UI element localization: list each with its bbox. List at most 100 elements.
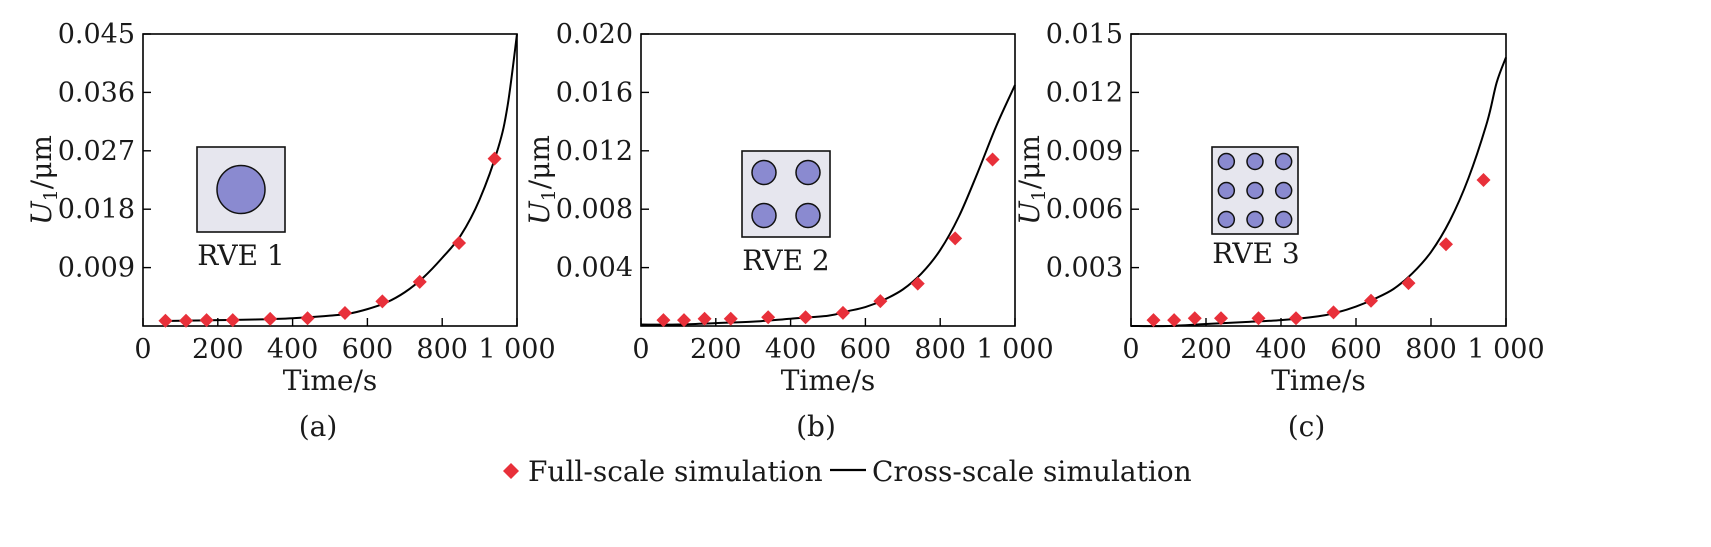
inclusion-circle (216, 164, 266, 215)
x-axis-title: Time/s (283, 364, 378, 397)
y-axis-subscript: 1 (538, 189, 560, 201)
x-tick-label: 600 (840, 334, 892, 365)
inclusion-circle (1217, 152, 1236, 171)
plot-frame (1130, 33, 1507, 327)
legend-marker-diamond (503, 463, 519, 479)
cross-scale-line (1130, 57, 1507, 328)
full-scale-point (910, 276, 925, 291)
full-scale-point (1187, 311, 1202, 326)
full-scale-point (1251, 311, 1266, 326)
x-tick-label: 600 (1330, 334, 1382, 365)
full-scale-point (948, 231, 963, 246)
y-tick-label: 0.018 (58, 194, 135, 225)
legend: Full-scale simulation Cross-scale simulat… (503, 455, 1192, 488)
inclusion-circle (1217, 181, 1236, 200)
y-axis-title: U1/μm (25, 135, 62, 225)
legend-label-full-scale: Full-scale simulation (528, 455, 823, 488)
chart-panel-3: 0.003 0.006 0.009 0.012 0.015 0 200 400 600 800 1 … (1013, 19, 1545, 443)
x-tick-label: 1 000 (976, 334, 1053, 365)
full-scale-point (487, 151, 502, 166)
y-axis-unit: /μm (1013, 135, 1046, 189)
y-tick-label: 0.027 (58, 136, 135, 167)
inclusion-circle (1217, 210, 1236, 229)
x-tick-label: 200 (192, 334, 244, 365)
x-tick-label: 1 000 (1467, 334, 1544, 365)
inclusion-circle (751, 202, 777, 229)
full-scale-point (412, 274, 427, 289)
full-scale-point (1326, 305, 1341, 320)
full-scale-point (375, 294, 390, 309)
full-scale-point (179, 313, 194, 328)
y-tick-label: 0.006 (1046, 194, 1123, 225)
y-tick-label: 0.012 (1046, 77, 1123, 108)
y-tick-label: 0.036 (58, 77, 135, 108)
inclusion-circle (1246, 210, 1264, 229)
y-tick-label: 0.009 (1046, 136, 1123, 167)
y-axis-symbol: U (25, 200, 58, 225)
x-tick-label: 800 (416, 334, 468, 365)
x-tick-label: 400 (765, 334, 817, 365)
x-tick-label: 600 (342, 334, 394, 365)
x-tick-label: 1 000 (478, 334, 555, 365)
x-axis-title: Time/s (781, 364, 876, 397)
full-scale-point (225, 313, 240, 328)
full-scale-point (337, 306, 352, 321)
rve-inset: RVE 3 (1211, 146, 1300, 270)
y-tick-label: 0.016 (556, 77, 633, 108)
y-axis-title: U1/μm (1013, 135, 1050, 225)
y-axis-subscript: 1 (40, 189, 62, 201)
x-tick-label: 800 (1405, 334, 1457, 365)
x-tick-label: 200 (690, 334, 742, 365)
y-tick-label: 0.012 (556, 136, 633, 167)
inclusion-circle (1274, 152, 1293, 171)
y-tick-label: 0.045 (58, 19, 135, 50)
y-axis-symbol: U (1013, 200, 1046, 225)
y-axis-title: U1/μm (523, 135, 560, 225)
rve-label: RVE 2 (742, 244, 829, 277)
full-scale-point (1364, 293, 1378, 308)
y-tick-label: 0.009 (58, 253, 135, 284)
full-scale-point (158, 313, 173, 328)
y-tick-label: 0.003 (1046, 253, 1123, 284)
panel-label: (c) (1288, 410, 1326, 443)
full-scale-point (1476, 173, 1491, 187)
full-scale-point (263, 311, 278, 326)
inclusion-circle (795, 159, 821, 186)
rve-inset: RVE 2 (741, 150, 831, 277)
plot-frame (640, 33, 1016, 327)
inclusion-circle (1246, 152, 1264, 171)
x-tick-label: 0 (1122, 334, 1139, 365)
plot-frame (142, 33, 518, 327)
full-scale-point (835, 305, 850, 320)
x-tick-label: 200 (1180, 334, 1232, 365)
full-scale-point (677, 313, 692, 328)
y-tick-label: 0.008 (556, 194, 633, 225)
full-scale-point (798, 310, 813, 325)
panel-label: (a) (299, 410, 338, 443)
x-axis-title: Time/s (1271, 364, 1366, 397)
y-axis-subscript: 1 (1028, 189, 1050, 201)
inclusion-circle (1246, 181, 1264, 200)
x-tick-label: 0 (134, 334, 151, 365)
y-tick-label: 0.004 (556, 253, 633, 284)
y-tick-label: 0.020 (556, 19, 633, 50)
rve-inset: RVE 1 (196, 146, 286, 272)
rve-label: RVE 1 (197, 239, 284, 272)
rve-label: RVE 3 (1212, 237, 1299, 270)
inclusion-circle (1274, 181, 1293, 200)
x-tick-label: 400 (1255, 334, 1307, 365)
full-scale-point (452, 235, 467, 250)
full-scale-point (1146, 313, 1161, 328)
y-axis-unit: /μm (523, 135, 556, 189)
y-axis-unit: /μm (25, 135, 58, 189)
full-scale-point (300, 311, 315, 326)
inclusion-circle (1274, 210, 1293, 229)
full-scale-point (697, 311, 712, 326)
full-scale-point (656, 313, 671, 328)
full-scale-point (873, 294, 888, 309)
x-tick-label: 400 (267, 334, 319, 365)
inclusion-circle (751, 159, 777, 186)
chart-panel-2: 0.004 0.008 0.012 0.016 0.020 0 200 400 600 800 1 … (523, 19, 1054, 443)
full-scale-point (199, 313, 214, 328)
